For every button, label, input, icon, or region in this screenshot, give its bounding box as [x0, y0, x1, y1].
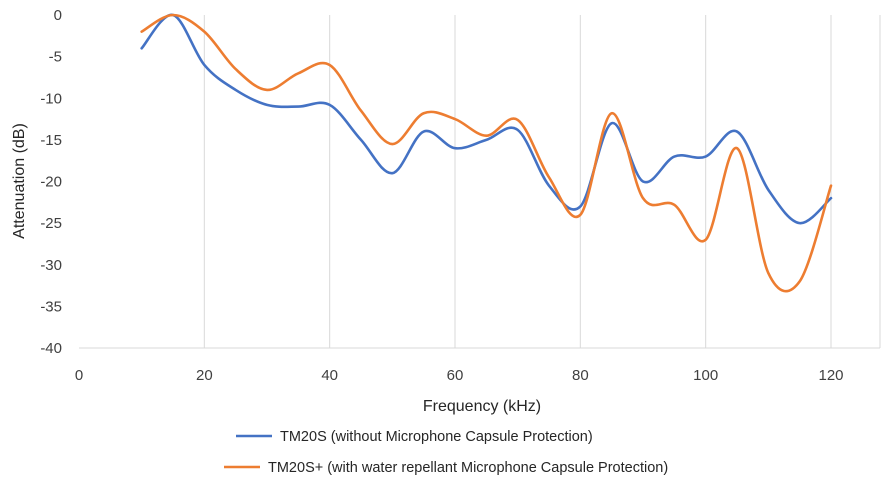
x-tick-label: 40 [321, 367, 338, 384]
x-axis-tick-labels: 0 20 40 60 80 100 120 [75, 367, 844, 384]
legend: TM20S (without Microphone Capsule Protec… [224, 429, 668, 476]
y-tick-label: -25 [40, 215, 62, 232]
x-tick-label: 60 [447, 367, 464, 384]
legend-item: TM20S+ (with water repellant Microphone … [224, 460, 668, 476]
legend-item: TM20S (without Microphone Capsule Protec… [236, 429, 593, 445]
y-axis-title: Attenuation (dB) [11, 123, 28, 239]
x-tick-label: 120 [818, 367, 843, 384]
y-tick-label: -40 [40, 340, 62, 357]
y-tick-label: -20 [40, 174, 62, 191]
series-line-1 [140, 13, 833, 225]
x-tick-label: 100 [693, 367, 718, 384]
y-tick-label: 0 [54, 7, 62, 24]
y-axis-tick-labels: 0 -5 -10 -15 -20 -25 -30 -35 -40 [40, 7, 62, 357]
x-tick-label: 0 [75, 367, 83, 384]
y-tick-label: -10 [40, 90, 62, 107]
vertical-gridlines [79, 15, 881, 349]
y-tick-label: -35 [40, 298, 62, 315]
y-tick-label: -30 [40, 257, 62, 274]
y-tick-label: -15 [40, 132, 62, 149]
series-lines [140, 13, 833, 293]
series-line-2 [140, 13, 833, 293]
x-tick-label: 80 [572, 367, 589, 384]
x-axis-title: Frequency (kHz) [423, 398, 541, 415]
y-tick-label: -5 [49, 49, 62, 66]
legend-label: TM20S+ (with water repellant Microphone … [268, 460, 668, 476]
x-tick-label: 20 [196, 367, 213, 384]
legend-label: TM20S (without Microphone Capsule Protec… [280, 429, 593, 445]
